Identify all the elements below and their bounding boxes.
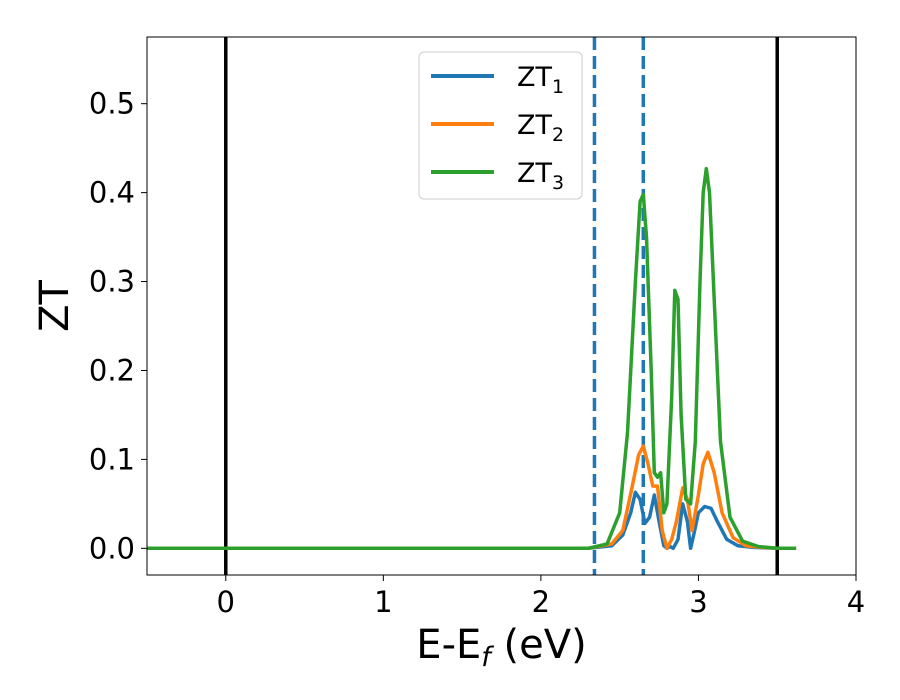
y-tick-label: 0.4: [89, 176, 135, 210]
series-line-1: [147, 490, 797, 551]
x-axis-label: E-Ef (eV): [416, 622, 586, 673]
axis-ticks: 0 1 2 3 4 0.0 0.1 0.2 0.3 0.4 0.5: [89, 87, 865, 619]
x-axis-label-suffix: (eV): [491, 622, 587, 668]
x-tick-label: 2: [532, 585, 550, 619]
legend: ZT1 ZT2 ZT3: [418, 51, 583, 200]
x-tick-label: 0: [217, 585, 235, 619]
series-line-3: [147, 166, 797, 551]
x-axis-label-main: E-E: [416, 622, 481, 668]
x-tick-label: 3: [689, 585, 707, 619]
y-tick-label: 0.0: [89, 531, 135, 565]
x-tick-label: 1: [374, 585, 392, 619]
series-line-2: [147, 444, 797, 551]
legend-label-3: ZT3: [517, 158, 564, 194]
y-tick-label: 0.1: [89, 442, 135, 476]
legend-label-2: ZT2: [517, 110, 564, 146]
y-axis-label: ZT: [32, 280, 78, 332]
y-tick-label: 0.3: [89, 265, 135, 299]
x-tick-label: 4: [847, 585, 865, 619]
legend-box: [418, 51, 583, 200]
legend-label-1: ZT1: [517, 62, 564, 98]
plot-frame: [146, 36, 857, 576]
plot-area: [146, 36, 857, 576]
y-tick-label: 0.2: [89, 353, 135, 387]
y-tick-label: 0.5: [89, 87, 135, 121]
